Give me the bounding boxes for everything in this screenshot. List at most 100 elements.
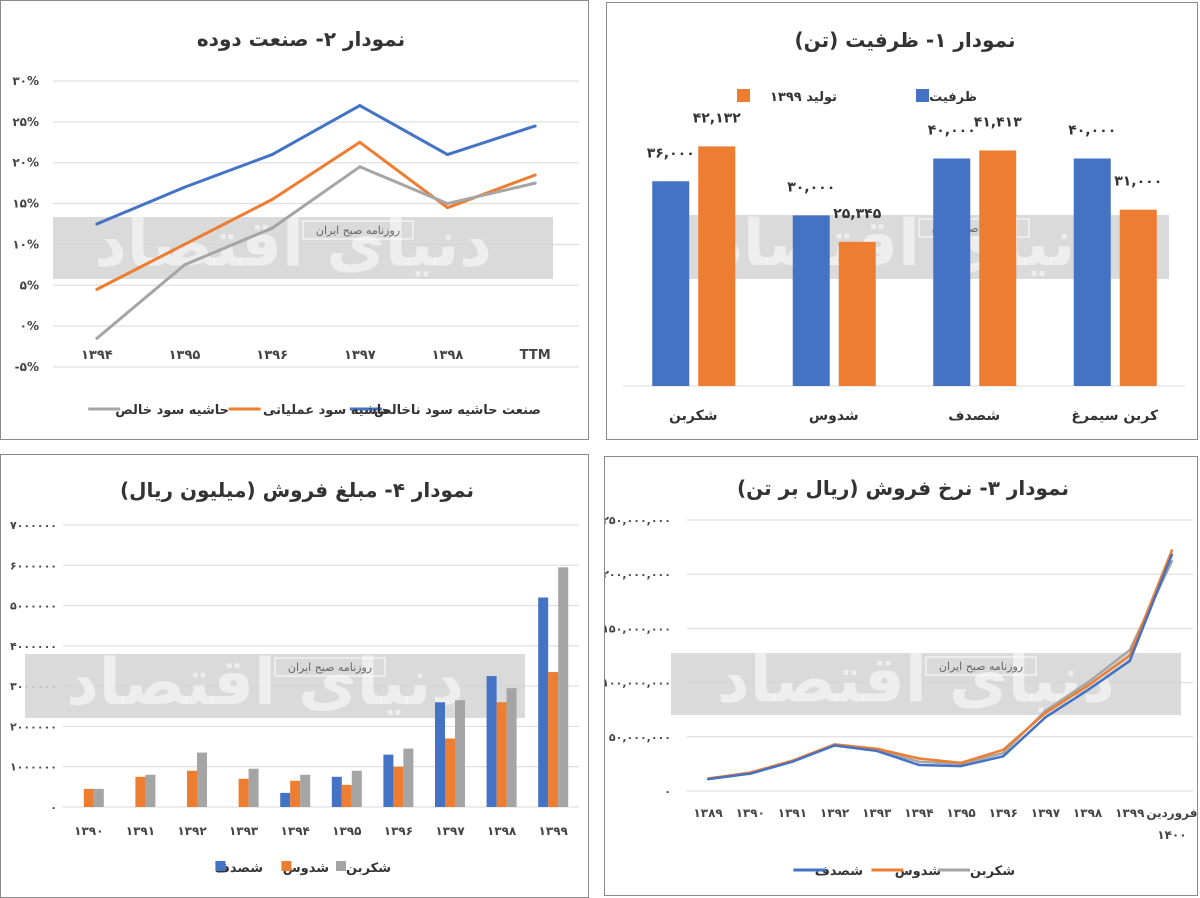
y-tick-label: ۰ [664, 785, 671, 798]
y-tick-label: ۲۵۰,۰۰۰,۰۰۰ [605, 514, 671, 527]
chart-panel-2: نمودار ۲- صنعت دوده -۵% ۰% ۵% ۱۰% ۱۵% ۲۰% ۲۵% ۳۰… [0, 0, 589, 440]
bar [1073, 158, 1111, 386]
chart-2-svg: نمودار ۲- صنعت دوده -۵% ۰% ۵% ۱۰% ۱۵% ۲۰% ۲۵% ۳۰… [12, 27, 579, 418]
bar [652, 181, 690, 386]
y-tick-label: ۱۵۰,۰۰۰,۰۰۰ [605, 622, 671, 635]
bar [698, 146, 736, 386]
bar [435, 702, 445, 807]
data-label: ۳۱,۰۰۰ [1114, 174, 1162, 190]
data-label: ۳۰,۰۰۰ [787, 179, 835, 195]
data-point [1002, 755, 1005, 758]
y-tick-label: -۵% [15, 360, 39, 374]
y-tick-label: ۵۰۰۰۰۰۰ [10, 600, 57, 613]
bar [445, 738, 455, 807]
x-tick-label: ۱۳۹۲ [820, 806, 850, 820]
legend-swatch [737, 89, 750, 102]
bar [403, 748, 414, 807]
legend-label: شدوس [895, 864, 941, 879]
legend-label: تولید ۱۳۹۹ [770, 90, 837, 105]
data-point [183, 185, 186, 189]
x-tick-label: کربن سیمرغ [1071, 408, 1159, 424]
data-point [95, 222, 99, 226]
data-point [959, 764, 963, 768]
chart-panel-3: نمودار ۳- نرخ فروش (ریال بر تن) ۰ ۵۰,۰۰۰,۰… [604, 456, 1198, 896]
x-tick-label: ۱۳۹۳ [862, 806, 892, 820]
chart-title: نمودار ۳- نرخ فروش (ریال بر تن) [737, 476, 1069, 500]
data-point [1170, 549, 1174, 552]
data-point [533, 124, 537, 128]
y-tick-label: ۱۰۰,۰۰۰,۰۰۰ [605, 677, 671, 690]
y-tick-label: ۵۰,۰۰۰,۰۰۰ [609, 731, 671, 744]
legend-label: شصدف [215, 861, 263, 876]
data-point [270, 153, 274, 157]
bar [455, 700, 465, 807]
y-tick-label: ۲۰% [12, 156, 39, 170]
data-label: ۴۱,۴۱۳ [974, 114, 1022, 130]
chart-1-svg: نمودار ۱- ظرفیت (تن) ظرفیت تولید ۱۳۹۹ دنیای… [623, 28, 1185, 424]
data-point [533, 173, 537, 177]
x-tick-label: ۱۳۹۶ [256, 348, 288, 363]
data-label: ۳۶,۰۰۰ [647, 145, 695, 161]
legend-label: شکربن [970, 864, 1015, 879]
x-tick-label: ۱۳۹۷ [435, 824, 465, 838]
data-point [183, 263, 186, 267]
watermark-text: دنیای اقتصاد [710, 207, 1108, 281]
data-point [1170, 559, 1174, 563]
x-tick-label: ۱۳۹۴ [281, 824, 310, 838]
legend-label: صنعت حاشیه سود ناخالص [374, 403, 541, 418]
x-tick-label: ۱۳۹۷ [1031, 806, 1061, 820]
x-tick-label: شکربن [669, 408, 717, 424]
x-tick-label: ۱۳۹۵ [169, 348, 201, 363]
bar [933, 158, 971, 386]
bar [548, 672, 559, 807]
data-point [917, 760, 921, 763]
legend-swatch [215, 861, 226, 871]
y-tick-label: ۴۰۰۰۰۰۰ [10, 640, 57, 653]
x-tick-label: TTM [520, 348, 551, 363]
series-line [96, 140, 536, 291]
data-point [749, 772, 752, 775]
data-label: ۴۰,۰۰۰ [928, 123, 976, 139]
data-point [183, 242, 186, 246]
data-label: ۴۲,۱۳۲ [693, 110, 741, 126]
bar [290, 780, 301, 807]
data-point [1086, 681, 1089, 684]
x-tick-label: ۱۳۹۰ [74, 824, 103, 838]
x-tick-label: ۱۳۹۹ [1115, 806, 1145, 820]
watermark-small-text: روزنامه صبح ایران [939, 660, 1023, 673]
series-line [95, 165, 536, 340]
bar [558, 567, 569, 807]
legend-label: شکربن [346, 861, 391, 876]
y-tick-label: ۱۵% [12, 197, 39, 211]
y-tick-label: ۱۰۰۰۰۰۰ [10, 761, 57, 774]
legend-label: حاشیه سود خالص [115, 403, 229, 418]
legend-swatch [336, 861, 346, 871]
data-point [270, 226, 274, 230]
bar [83, 788, 94, 807]
bar [197, 752, 207, 807]
legend-label: شدوس [283, 861, 329, 876]
x-tick-label: ۱۳۹۱ [778, 806, 807, 820]
chart-panel-1: نمودار ۱- ظرفیت (تن) ظرفیت تولید ۱۳۹۹ دنیای… [606, 2, 1198, 440]
data-point [358, 104, 362, 108]
data-point [358, 165, 362, 169]
data-label: ۴۰,۰۰۰ [1068, 123, 1116, 139]
data-point [446, 206, 449, 210]
legend-label: شصدف [815, 864, 863, 879]
y-tick-label: ۲۵% [12, 115, 39, 129]
bar [187, 770, 197, 807]
series-line [96, 104, 536, 226]
x-tick-label: ۱۳۹۸ [1073, 806, 1103, 820]
x-tick-label: شصدف [948, 408, 1000, 424]
y-tick-label: ۰ [50, 801, 57, 814]
x-tick-label: شدوس [809, 408, 859, 424]
legend-label: ظرفیت [929, 90, 977, 105]
watermark-badge [302, 220, 414, 240]
data-point [875, 747, 878, 750]
chart-3-svg: نمودار ۳- نرخ فروش (ریال بر تن) ۰ ۵۰,۰۰۰,۰… [605, 476, 1197, 879]
data-point [270, 197, 274, 201]
x-tick-label: ۱۳۹۸ [487, 824, 517, 838]
legend-swatch [281, 861, 292, 871]
bar [383, 754, 394, 807]
watermark-text: دنیای اقتصاد [66, 646, 464, 720]
